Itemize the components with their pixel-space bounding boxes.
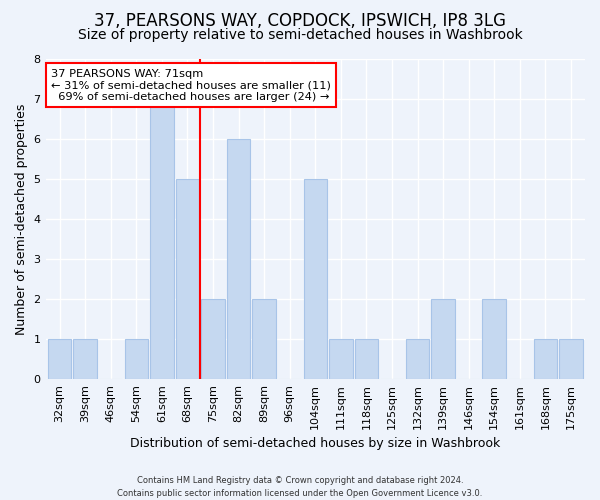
Text: Contains HM Land Registry data © Crown copyright and database right 2024.
Contai: Contains HM Land Registry data © Crown c… xyxy=(118,476,482,498)
Bar xyxy=(176,179,199,379)
Bar xyxy=(253,299,276,379)
Bar xyxy=(304,179,327,379)
Text: 37 PEARSONS WAY: 71sqm
← 31% of semi-detached houses are smaller (11)
  69% of s: 37 PEARSONS WAY: 71sqm ← 31% of semi-det… xyxy=(51,68,331,102)
Bar xyxy=(431,299,455,379)
Bar xyxy=(559,339,583,379)
Bar xyxy=(48,339,71,379)
Bar xyxy=(150,99,173,379)
Bar xyxy=(125,339,148,379)
Y-axis label: Number of semi-detached properties: Number of semi-detached properties xyxy=(15,104,28,334)
Bar xyxy=(355,339,378,379)
X-axis label: Distribution of semi-detached houses by size in Washbrook: Distribution of semi-detached houses by … xyxy=(130,437,500,450)
Bar xyxy=(201,299,225,379)
Text: 37, PEARSONS WAY, COPDOCK, IPSWICH, IP8 3LG: 37, PEARSONS WAY, COPDOCK, IPSWICH, IP8 … xyxy=(94,12,506,30)
Bar xyxy=(227,139,250,379)
Bar xyxy=(329,339,353,379)
Bar xyxy=(533,339,557,379)
Text: Size of property relative to semi-detached houses in Washbrook: Size of property relative to semi-detach… xyxy=(77,28,523,42)
Bar xyxy=(406,339,429,379)
Bar xyxy=(482,299,506,379)
Bar xyxy=(73,339,97,379)
